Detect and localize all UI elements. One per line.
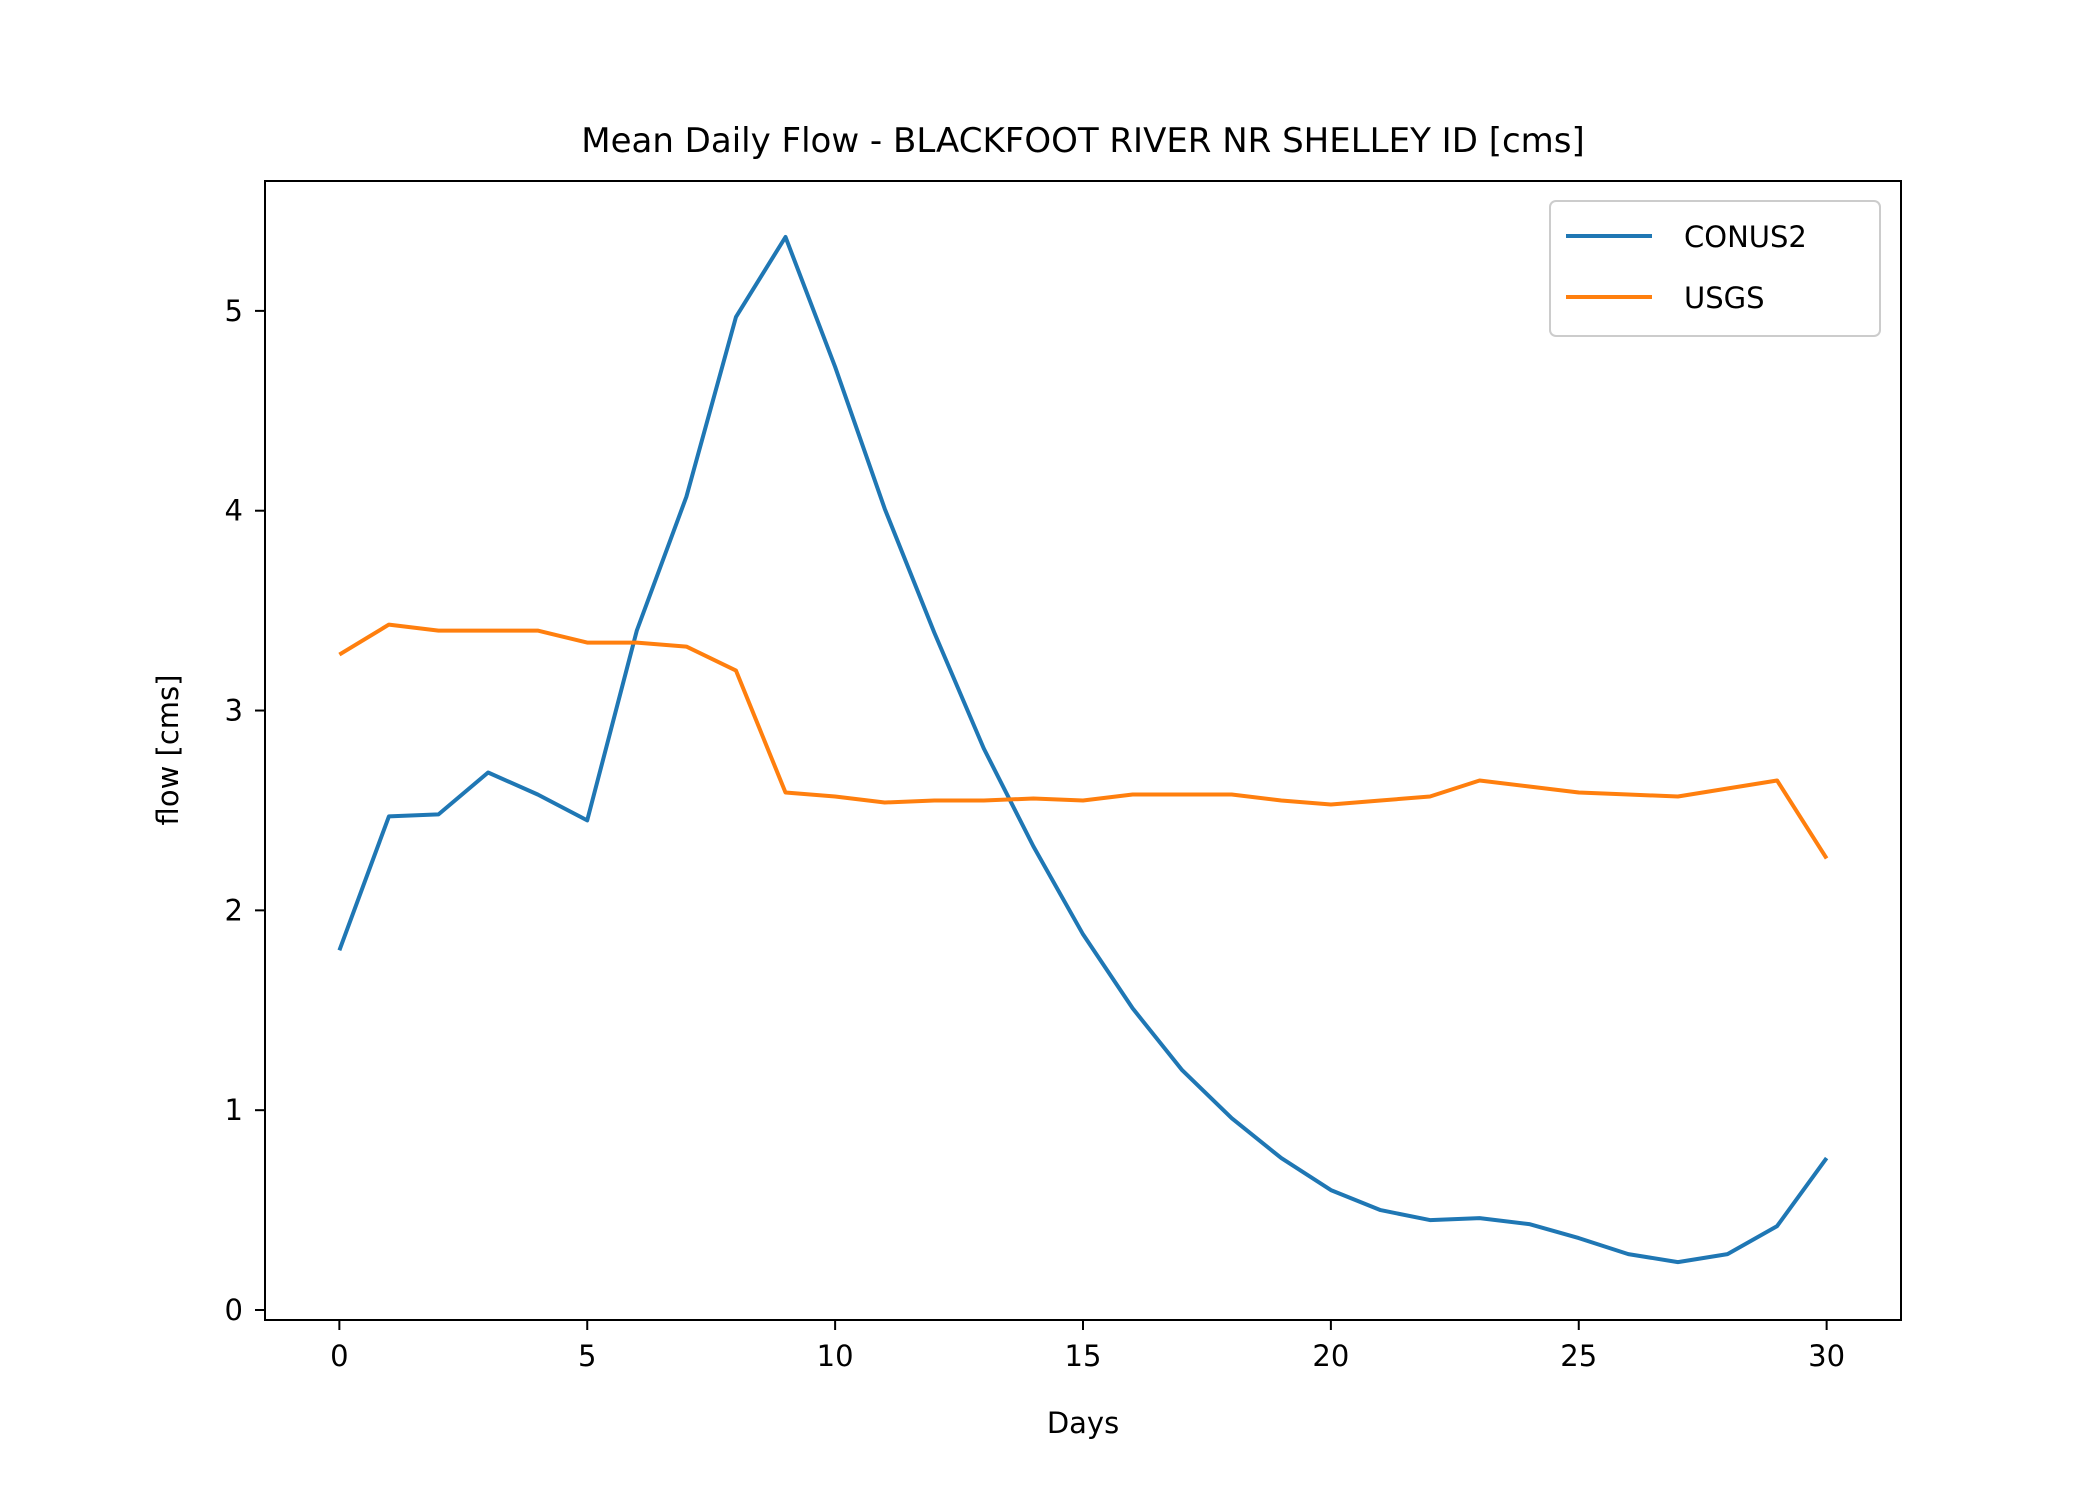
x-tick-label: 5 — [578, 1339, 596, 1373]
series-line-usgs — [338, 622, 1829, 860]
x-tick-label: 0 — [330, 1339, 348, 1373]
y-tick-label: 4 — [225, 494, 243, 528]
x-axis-label: Days — [1047, 1406, 1119, 1440]
x-tick-label: 20 — [1312, 1339, 1349, 1373]
plot-lines — [337, 235, 1829, 1265]
y-tick-label: 0 — [225, 1293, 243, 1327]
x-tick-label: 30 — [1808, 1339, 1845, 1373]
legend-label-usgs: USGS — [1684, 281, 1765, 315]
chart-title: Mean Daily Flow - BLACKFOOT RIVER NR SHE… — [581, 121, 1585, 161]
y-tick-label: 2 — [225, 893, 243, 927]
y-tick-label: 3 — [225, 694, 243, 728]
y-axis: 0 1 2 3 4 5 — [225, 294, 265, 1327]
legend: CONUS2 USGS — [1549, 200, 1881, 337]
y-tick-label: 5 — [225, 294, 243, 328]
x-tick-label: 10 — [817, 1339, 854, 1373]
x-tick-label: 25 — [1560, 1339, 1597, 1373]
legend-label-conus2: CONUS2 — [1684, 220, 1807, 254]
y-tick-label: 1 — [225, 1093, 243, 1127]
x-axis: 0 5 10 15 20 25 30 — [330, 1320, 1845, 1373]
x-tick-label: 15 — [1065, 1339, 1102, 1373]
series-line-conus2 — [337, 235, 1829, 1265]
y-axis-label: flow [cms] — [151, 675, 185, 826]
